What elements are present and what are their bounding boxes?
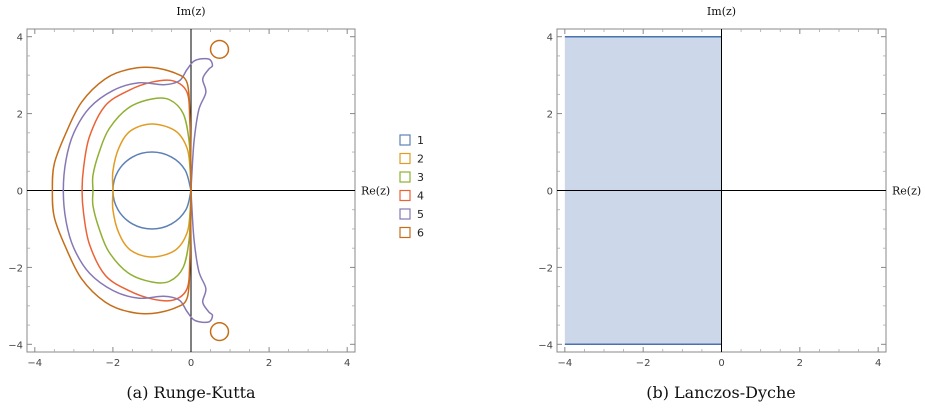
legend-label-3: 3 [417, 171, 424, 184]
legend-swatch-4 [399, 189, 411, 202]
y-tick-label: 4 [547, 33, 553, 44]
stability-contour-2 [111, 123, 192, 258]
y-axis-label: Im(z) [707, 5, 736, 18]
y-tick-label: 0 [547, 187, 553, 198]
x-tick-label: −2 [636, 358, 651, 369]
stability-island-6 [209, 39, 230, 59]
x-tick-label: 2 [797, 358, 803, 369]
x-tick-label: 2 [266, 358, 272, 369]
stability-contour-3 [91, 97, 192, 284]
y-tick-label: 4 [17, 33, 23, 44]
panel-caption: (b) Lanczos-Dyche [646, 383, 796, 402]
panel-lanczos-dyche: −4 −2 0 2 4 −4 −2 0 2 4 Re(z) Im(z) (b) Lanczos-Dych… [538, 5, 921, 402]
legend-label-1: 1 [417, 134, 424, 147]
x-tick-label: 0 [188, 358, 194, 369]
y-tick-label: −2 [538, 263, 553, 274]
x-tick-label: 4 [875, 358, 881, 369]
y-axis-label: Im(z) [176, 5, 205, 18]
y-tick-label: −4 [8, 340, 23, 351]
legend-swatch-2 [399, 152, 411, 165]
y-tick-label: −2 [8, 263, 23, 274]
stability-contour-5 [62, 57, 214, 324]
x-tick-label: −2 [106, 358, 121, 369]
stability-contour-4 [81, 79, 192, 302]
y-tick-label: 2 [17, 110, 23, 121]
legend-swatch-3 [399, 171, 411, 183]
legend: 1 2 3 4 5 6 [399, 134, 424, 240]
x-tick-label: 4 [344, 358, 350, 369]
legend-label-2: 2 [417, 153, 424, 166]
y-tick-label: −4 [538, 340, 553, 351]
stability-island-6 [209, 322, 230, 342]
legend-swatch-6 [399, 226, 411, 239]
x-axis-label: Re(z) [361, 185, 390, 198]
x-axis-label: Re(z) [892, 185, 921, 198]
legend-label-5: 5 [417, 208, 424, 221]
stability-contour-6 [51, 66, 192, 315]
x-tick-label: −4 [27, 358, 42, 369]
panel-runge-kutta: −4 −2 0 2 4 −4 −2 0 2 4 Re(z) Im(z) (a) Runge-Kutta [8, 5, 390, 402]
legend-label-4: 4 [417, 190, 424, 203]
legend-swatch-5 [399, 208, 411, 220]
y-tick-label: 2 [547, 110, 553, 121]
x-tick-label: −4 [557, 358, 572, 369]
legend-swatch-1 [399, 134, 411, 146]
panel-caption: (a) Runge-Kutta [126, 383, 256, 402]
y-tick-label: 0 [17, 187, 23, 198]
x-tick-label: 0 [718, 358, 724, 369]
legend-label-6: 6 [417, 227, 424, 240]
